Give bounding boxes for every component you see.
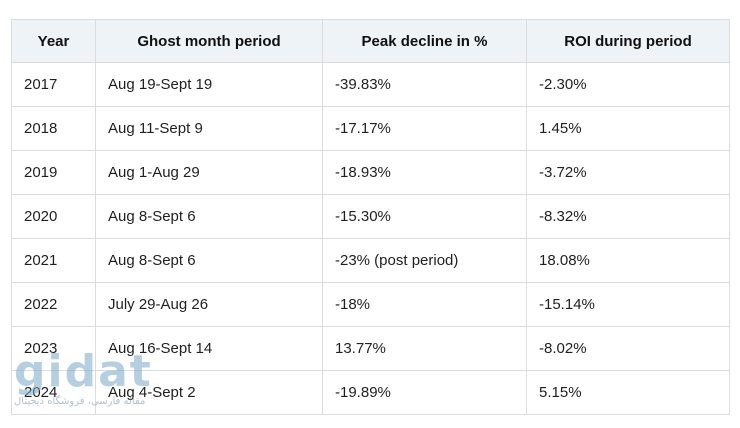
cell-peak-decline: -39.83% [322, 62, 527, 107]
header-ghost-month-period: Ghost month period [95, 19, 323, 63]
cell-roi: -2.30% [526, 62, 730, 107]
cell-roi: -8.02% [526, 326, 730, 371]
cell-peak-decline: -23% (post period) [322, 238, 527, 283]
cell-year: 2019 [11, 150, 96, 195]
cell-peak-decline: -18% [322, 282, 527, 327]
header-row: Year Ghost month period Peak decline in … [11, 19, 730, 63]
cell-peak-decline: -19.89% [322, 370, 527, 415]
cell-year: 2022 [11, 282, 96, 327]
table-row: 2024 Aug 4-Sept 2 -19.89% 5.15% [11, 370, 730, 415]
table-header: Year Ghost month period Peak decline in … [11, 19, 730, 63]
header-peak-decline: Peak decline in % [322, 19, 527, 63]
cell-roi: -15.14% [526, 282, 730, 327]
cell-period: Aug 11-Sept 9 [95, 106, 323, 151]
table-row: 2023 Aug 16-Sept 14 13.77% -8.02% [11, 326, 730, 371]
header-roi: ROI during period [526, 19, 730, 63]
table-row: 2020 Aug 8-Sept 6 -15.30% -8.32% [11, 194, 730, 239]
cell-period: Aug 8-Sept 6 [95, 238, 323, 283]
table-row: 2021 Aug 8-Sept 6 -23% (post period) 18.… [11, 238, 730, 283]
cell-period: Aug 4-Sept 2 [95, 370, 323, 415]
table-row: 2022 July 29-Aug 26 -18% -15.14% [11, 282, 730, 327]
cell-peak-decline: -18.93% [322, 150, 527, 195]
cell-roi: 1.45% [526, 106, 730, 151]
cell-roi: 5.15% [526, 370, 730, 415]
cell-roi: 18.08% [526, 238, 730, 283]
table-row: 2017 Aug 19-Sept 19 -39.83% -2.30% [11, 62, 730, 107]
cell-year: 2017 [11, 62, 96, 107]
cell-peak-decline: 13.77% [322, 326, 527, 371]
cell-period: July 29-Aug 26 [95, 282, 323, 327]
cell-period: Aug 8-Sept 6 [95, 194, 323, 239]
cell-period: Aug 16-Sept 14 [95, 326, 323, 371]
table-row: 2018 Aug 11-Sept 9 -17.17% 1.45% [11, 106, 730, 151]
cell-year: 2024 [11, 370, 96, 415]
cell-year: 2021 [11, 238, 96, 283]
cell-period: Aug 19-Sept 19 [95, 62, 323, 107]
table-body: 2017 Aug 19-Sept 19 -39.83% -2.30% 2018 … [11, 62, 730, 415]
cell-roi: -3.72% [526, 150, 730, 195]
cell-roi: -8.32% [526, 194, 730, 239]
cell-peak-decline: -17.17% [322, 106, 527, 151]
cell-peak-decline: -15.30% [322, 194, 527, 239]
cell-period: Aug 1-Aug 29 [95, 150, 323, 195]
ghost-month-table: Year Ghost month period Peak decline in … [11, 19, 730, 415]
cell-year: 2020 [11, 194, 96, 239]
table-row: 2019 Aug 1-Aug 29 -18.93% -3.72% [11, 150, 730, 195]
cell-year: 2018 [11, 106, 96, 151]
cell-year: 2023 [11, 326, 96, 371]
header-year: Year [11, 19, 96, 63]
